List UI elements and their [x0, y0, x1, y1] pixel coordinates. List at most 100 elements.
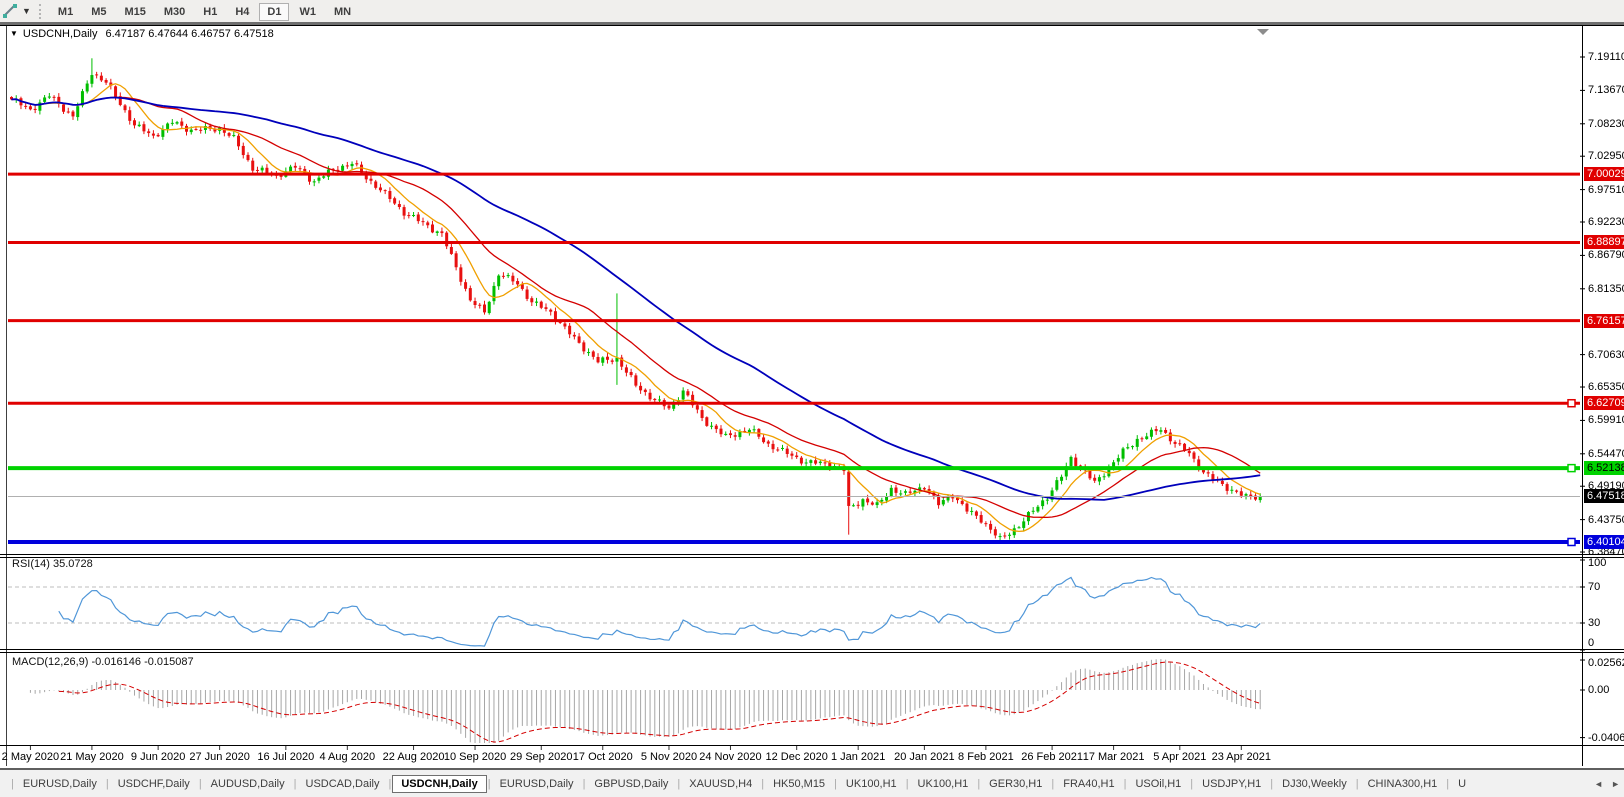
chart-tab-eurusd-daily[interactable]: EURUSD,Daily [22, 777, 97, 790]
rsi-axis-label: 100 [1588, 557, 1607, 569]
rsi-label: RSI(14) 35.0728 [12, 558, 93, 570]
chart-tab-audusd-daily[interactable]: AUDUSD,Daily [210, 777, 285, 790]
macd-label: MACD(12,26,9) -0.016146 -0.015087 [12, 656, 194, 668]
date-axis-label: 24 Nov 2020 [699, 751, 762, 763]
price-badge-6.47518: 6.47518 [1584, 489, 1624, 504]
price-badge-6.88897: 6.88897 [1584, 235, 1624, 250]
chart-tab-eurusd-daily[interactable]: EURUSD,Daily [499, 777, 574, 790]
chart-tab-usoil-h1[interactable]: USOil,H1 [1135, 777, 1182, 790]
timeframe-button-m5[interactable]: M5 [91, 6, 107, 18]
date-axis-label: 22 Aug 2020 [382, 751, 445, 763]
tab-separator: | [293, 777, 297, 790]
chart-tabs-bar: | EURUSD,Daily | USDCHF,Daily | AUDUSD,Daily |… [0, 768, 1624, 797]
price-axis-label: 6.81350 [1588, 282, 1624, 295]
date-axis-label: 5 Apr 2021 [1153, 751, 1207, 763]
price-axis-label: 6.54470 [1588, 447, 1624, 460]
timeframe-buttons: M1 M5 M15 M30 H1 H4 D1 W1 MN [49, 2, 360, 21]
timeframe-button-w1[interactable]: W1 [299, 6, 316, 18]
chart-tab-dj30-weekly[interactable]: DJ30,Weekly [1282, 777, 1347, 790]
price-axis-label: 6.59910 [1588, 414, 1624, 427]
tab-separator: | [1270, 777, 1274, 790]
price-axis-label: 6.38470 [1588, 546, 1624, 559]
crosshair-tool-icon[interactable] [2, 3, 20, 19]
chart-tab-uk100-h1[interactable]: UK100,H1 [845, 777, 897, 790]
price-badge-6.62709: 6.62709 [1584, 396, 1624, 411]
tab-separator: | [582, 777, 586, 790]
chart-tab-fra40-h1[interactable]: FRA40,H1 [1063, 777, 1115, 790]
date-axis-label: 27 Jun 2020 [189, 751, 250, 763]
price-badge-6.52138: 6.52138 [1584, 461, 1624, 476]
date-axis-label: 29 Sep 2020 [510, 751, 573, 763]
chart-tab-usdchf-daily[interactable]: USDCHF,Daily [117, 777, 190, 790]
date-axis-label: 20 Jan 2021 [894, 751, 955, 763]
price-axis-label: 6.97510 [1588, 183, 1624, 196]
macd-axis-label: 0.00 [1588, 684, 1610, 696]
timeframe-button-m30[interactable]: M30 [163, 6, 186, 18]
toolbar-grip[interactable] [38, 3, 41, 19]
tab-scroll-right-icon[interactable]: ► [1611, 778, 1620, 789]
tab-separator: | [977, 777, 981, 790]
tab-separator: | [1123, 777, 1127, 790]
timeframe-button-h4[interactable]: H4 [235, 6, 250, 18]
date-axis-label: 17 Mar 2021 [1082, 751, 1145, 763]
price-axis-label: 7.13670 [1588, 84, 1624, 97]
toolbar: ▼ M1 M5 M15 M30 H1 H4 D1 W1 MN [0, 0, 1624, 22]
chart-tab-usdjpy-h1[interactable]: USDJPY,H1 [1202, 777, 1262, 790]
macd-axis-label: -0.040687 [1588, 731, 1624, 744]
chart-background [0, 22, 1624, 768]
chart-tab-ger30-h1[interactable]: GER30,H1 [989, 777, 1043, 790]
rsi-axis-label: 0 [1588, 637, 1595, 649]
tab-scroll-left-icon[interactable]: ◄ [1594, 778, 1604, 789]
chart-tab-usdcnh-daily[interactable]: USDCNH,Daily [392, 774, 487, 793]
price-axis-label: 7.19110 [1588, 51, 1624, 63]
chart-tab-china300-h1[interactable]: CHINA300,H1 [1367, 777, 1438, 790]
date-axis-label: 23 Apr 2021 [1211, 751, 1271, 763]
price-axis-label: 6.86790 [1588, 249, 1624, 262]
date-axis-label: 8 Feb 2021 [958, 751, 1014, 763]
chart-tab-gbpusd-daily[interactable]: GBPUSD,Daily [594, 777, 669, 790]
price-axis-label: 6.65350 [1588, 381, 1624, 394]
date-axis-label: 4 Aug 2020 [319, 751, 376, 763]
date-axis-label: 1 Jan 2021 [830, 751, 886, 763]
date-axis-label: 17 Oct 2020 [572, 751, 633, 763]
tab-separator: | [677, 777, 681, 790]
rsi-axis-label: 30 [1588, 617, 1601, 629]
tab-separator: | [388, 777, 392, 790]
date-axis-label: 2 May 2020 [1, 751, 60, 763]
tab-separator: | [1446, 777, 1450, 790]
price-badge-6.76157: 6.76157 [1584, 313, 1624, 328]
rsi-axis-label: 70 [1588, 581, 1601, 593]
tab-separator: | [11, 777, 14, 790]
timeframe-button-mn[interactable]: MN [333, 6, 352, 18]
tab-separator: | [105, 777, 109, 790]
date-axis-label: 12 Dec 2020 [765, 751, 828, 763]
date-axis-label: 5 Nov 2020 [640, 751, 698, 763]
timeframe-button-h1[interactable]: H1 [203, 6, 218, 18]
chart-tab-xauusd-h4[interactable]: XAUUSD,H4 [689, 777, 753, 790]
symbol-dropdown-icon[interactable]: ▼ [10, 29, 18, 38]
price-axis-label: 7.08230 [1588, 117, 1624, 130]
price-badge-7.00029: 7.00029 [1584, 167, 1624, 182]
tool-dropdown-arrow-icon[interactable]: ▼ [22, 6, 31, 16]
tab-separator: | [1355, 777, 1359, 790]
chart-title: ▼ USDCNH,Daily 6.47187 6.47644 6.46757 6.4… [10, 28, 274, 40]
timeframe-button-m1[interactable]: M1 [57, 6, 74, 18]
date-axis-label: 9 Jun 2020 [130, 751, 186, 763]
price-badge-6.40104: 6.40104 [1584, 534, 1624, 549]
tab-separator: | [1051, 777, 1055, 790]
date-axis-label: 10 Sep 2020 [443, 751, 507, 763]
symbol-label: USDCNH,Daily [22, 28, 98, 40]
tab-separator: | [487, 777, 491, 790]
date-axis-label: 26 Feb 2021 [1021, 751, 1083, 763]
tab-separator: | [198, 777, 202, 790]
timeframe-button-d1[interactable]: D1 [259, 3, 290, 21]
macd-axis-label: 0.025623 [1588, 657, 1624, 669]
tab-separator: | [761, 777, 765, 790]
timeframe-button-m15[interactable]: M15 [124, 6, 146, 18]
chart-tab-usdcad-daily[interactable]: USDCAD,Daily [305, 777, 380, 790]
tab-separator: | [905, 777, 909, 790]
chart-tab-uk100-h1[interactable]: UK100,H1 [917, 777, 969, 790]
chart-tab-hk50-m15[interactable]: HK50,M15 [773, 777, 826, 790]
chart-tab-overflow[interactable]: U [1458, 777, 1467, 790]
